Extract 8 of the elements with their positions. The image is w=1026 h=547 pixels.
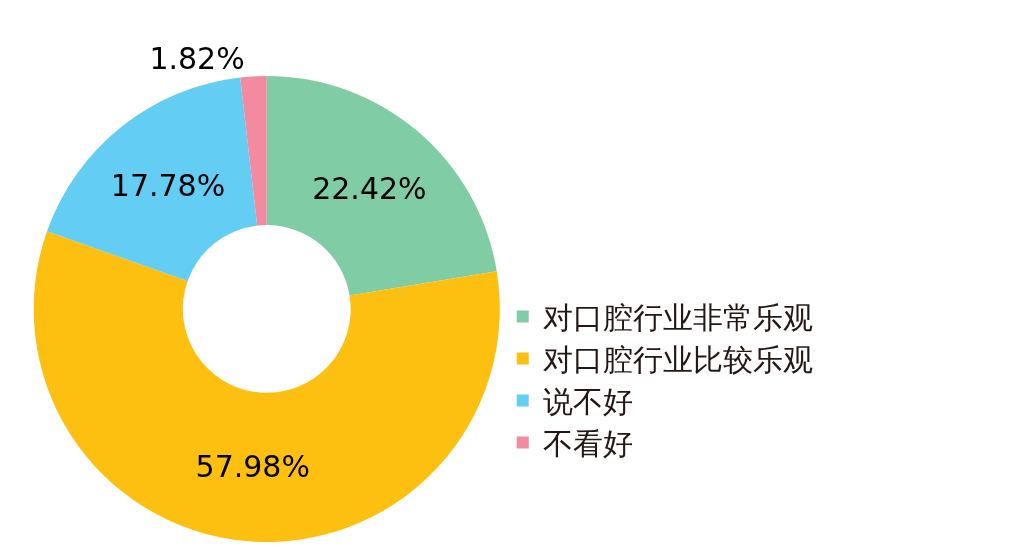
legend-label: 对口腔行业比较乐观 xyxy=(542,342,813,378)
data-label: 57.98% xyxy=(195,449,310,485)
legend-label: 说不好 xyxy=(542,384,633,420)
legend-label: 对口腔行业非常乐观 xyxy=(542,300,813,336)
data-label: 22.42% xyxy=(312,170,427,206)
legend-label: 不看好 xyxy=(542,426,633,462)
data-label: 1.82% xyxy=(149,41,245,77)
data-label: 17.78% xyxy=(110,167,226,203)
